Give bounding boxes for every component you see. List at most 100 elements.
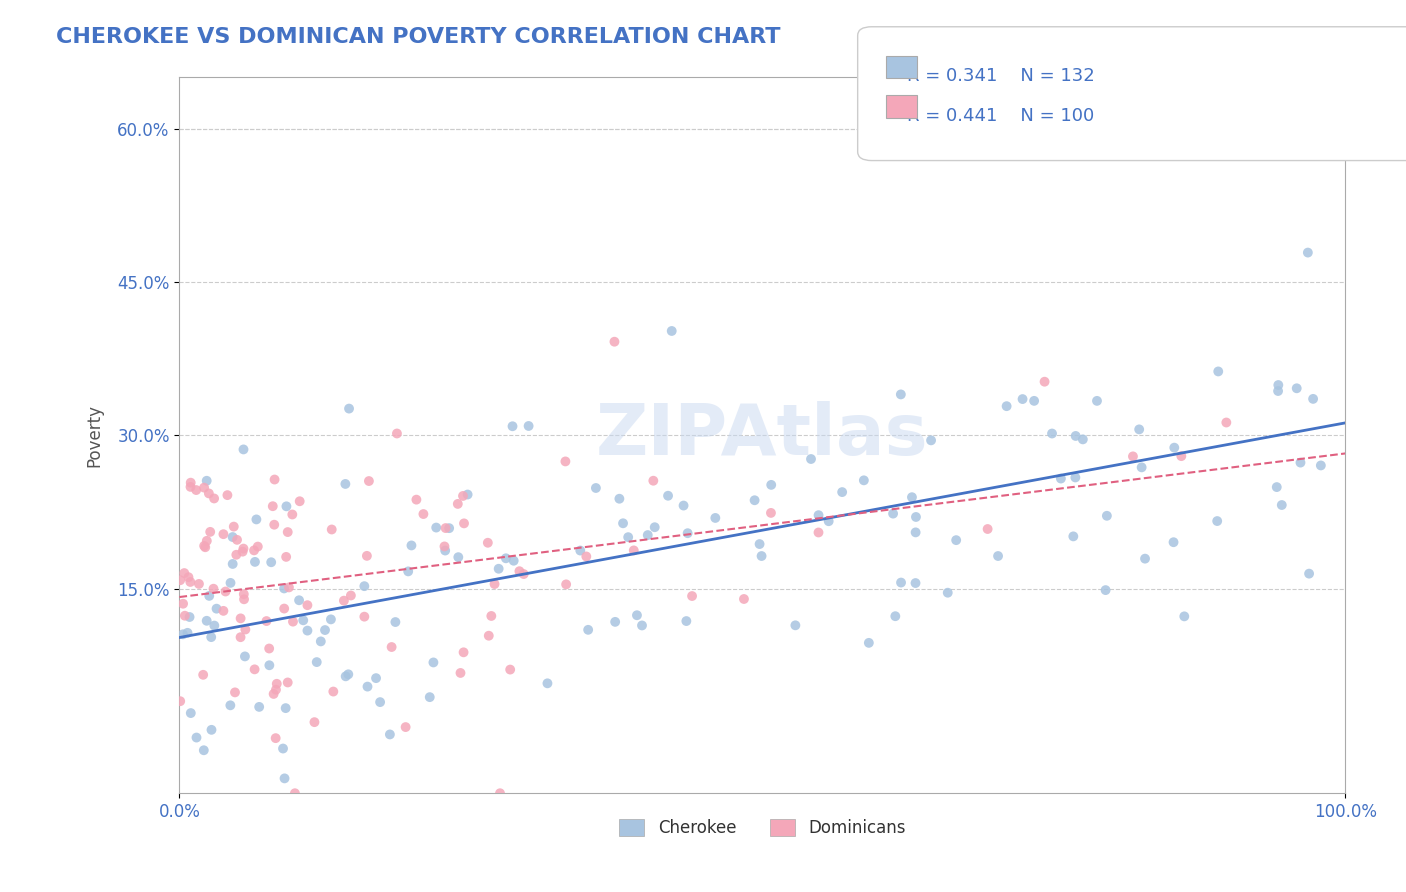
Point	[661, 324, 683, 338]
Point	[288, 593, 311, 607]
Point	[200, 524, 222, 539]
Point	[195, 533, 218, 548]
Point	[761, 478, 783, 492]
Point	[356, 680, 378, 694]
Point	[179, 610, 201, 624]
Point	[281, 508, 304, 522]
Point	[450, 665, 472, 680]
Point	[434, 521, 457, 535]
Point	[517, 419, 540, 434]
Point	[319, 612, 342, 626]
Point	[901, 490, 924, 504]
Point	[995, 399, 1018, 413]
Point	[405, 492, 427, 507]
Point	[173, 566, 195, 580]
Text: R = 0.341    N = 132: R = 0.341 N = 132	[907, 67, 1095, 85]
Point	[457, 487, 479, 501]
Point	[276, 549, 298, 564]
Point	[340, 589, 363, 603]
Point	[1249, 128, 1271, 143]
Point	[292, 613, 315, 627]
Point	[1040, 426, 1063, 441]
Point	[858, 636, 880, 650]
Point	[976, 522, 998, 536]
Point	[499, 663, 522, 677]
Point	[478, 629, 501, 643]
Text: Source: ZipAtlas.com: Source: ZipAtlas.com	[1202, 27, 1350, 41]
Point	[1285, 381, 1308, 395]
Point	[1206, 364, 1229, 378]
Point	[322, 684, 344, 698]
Point	[437, 521, 460, 535]
Point	[256, 614, 278, 628]
Point	[1215, 416, 1237, 430]
Point	[193, 539, 215, 553]
Point	[453, 516, 475, 531]
Point	[1133, 551, 1156, 566]
Point	[179, 574, 201, 589]
Point	[356, 549, 378, 563]
Point	[502, 554, 524, 568]
Point	[214, 584, 236, 599]
Point	[187, 577, 209, 591]
Point	[232, 544, 254, 558]
Point	[263, 473, 285, 487]
Point	[195, 474, 218, 488]
Point	[453, 645, 475, 659]
Point	[1267, 378, 1289, 392]
Point	[631, 618, 654, 632]
Point	[479, 609, 502, 624]
Point	[569, 543, 592, 558]
Point	[260, 555, 283, 569]
Point	[277, 581, 299, 595]
Point	[936, 585, 959, 599]
Legend: Cherokee, Dominicans: Cherokee, Dominicans	[613, 812, 912, 843]
Point	[263, 687, 285, 701]
Point	[512, 567, 534, 582]
Point	[264, 682, 287, 697]
Point	[1033, 375, 1056, 389]
Point	[335, 669, 357, 683]
Point	[243, 662, 266, 676]
Text: R = 0.441    N = 100: R = 0.441 N = 100	[907, 107, 1094, 125]
Point	[233, 649, 256, 664]
Point	[1050, 471, 1073, 485]
Point	[394, 720, 416, 734]
Point	[172, 627, 194, 641]
Point	[193, 743, 215, 757]
Point	[484, 577, 506, 591]
Point	[194, 541, 217, 555]
Point	[364, 671, 387, 685]
Point	[288, 494, 311, 508]
Point	[200, 630, 222, 644]
Point	[273, 772, 295, 786]
Point	[644, 520, 666, 534]
Point	[422, 656, 444, 670]
Point	[205, 601, 228, 615]
Point	[169, 573, 191, 587]
Point	[617, 530, 640, 544]
Point	[554, 454, 576, 468]
Point	[337, 401, 360, 416]
Point	[212, 527, 235, 541]
Point	[1289, 456, 1312, 470]
Point	[297, 624, 319, 638]
Point	[704, 511, 727, 525]
Point	[385, 426, 408, 441]
Point	[612, 516, 634, 531]
Point	[643, 474, 665, 488]
Point	[1271, 498, 1294, 512]
Point	[626, 608, 648, 623]
Point	[309, 634, 332, 648]
Point	[384, 615, 406, 629]
Point	[271, 741, 294, 756]
Point	[785, 618, 807, 632]
Point	[273, 582, 295, 596]
Point	[264, 731, 287, 746]
Point	[229, 630, 252, 644]
Point	[277, 675, 299, 690]
Point	[259, 658, 281, 673]
Point	[297, 598, 319, 612]
Point	[221, 557, 243, 571]
Point	[226, 533, 249, 547]
